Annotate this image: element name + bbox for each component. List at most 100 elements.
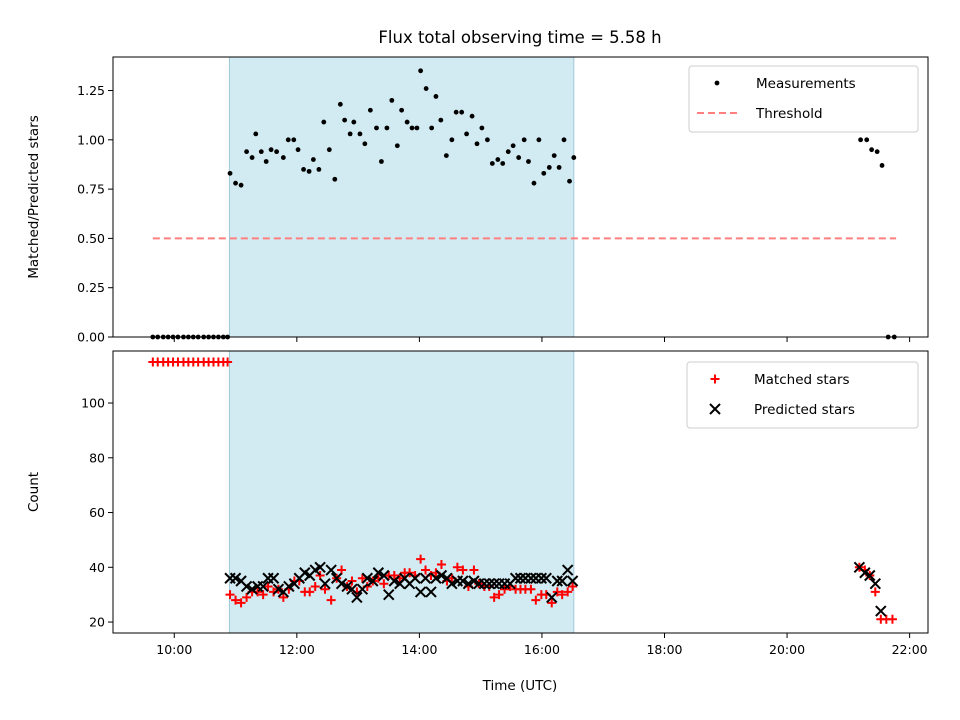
legend-matched-stars-swatch <box>710 374 720 384</box>
y-tick-label: 1.25 <box>77 83 105 98</box>
legend-predicted-stars-swatch <box>709 403 721 415</box>
matched-stars-marker <box>231 595 241 605</box>
matched-stars-marker <box>357 573 367 583</box>
predicted-stars-marker <box>546 591 558 604</box>
matched-stars-marker <box>347 576 357 586</box>
measurements-marker <box>238 182 244 188</box>
y-tick-label: 0.50 <box>77 231 105 246</box>
measurements-marker <box>505 149 511 155</box>
predicted-stars-marker <box>361 572 374 584</box>
axes-frame <box>112 56 929 338</box>
measurements-marker <box>357 131 363 137</box>
measurements-marker <box>342 117 348 123</box>
measurements-marker <box>301 166 306 172</box>
predicted-stars-marker <box>378 569 390 582</box>
matched-stars-marker <box>315 571 325 581</box>
predicted-stars-marker <box>229 572 242 584</box>
measurements-marker <box>500 161 506 166</box>
predicted-stars-marker <box>462 578 475 590</box>
predicted-stars-marker <box>346 583 358 595</box>
measurements-marker <box>438 117 444 123</box>
measurements-marker <box>227 170 233 176</box>
measurements-marker <box>541 170 547 176</box>
predicted-stars-marker <box>457 575 469 587</box>
measurements-marker <box>551 153 557 158</box>
measurements-marker <box>280 155 286 160</box>
measurements-marker <box>556 165 562 170</box>
y-tick-label: 80 <box>89 450 105 465</box>
measurements-marker <box>858 137 863 143</box>
measurements-marker <box>351 119 357 125</box>
measurements-marker <box>469 113 475 119</box>
matched-stars-marker <box>242 592 252 602</box>
measurements-marker <box>418 68 424 74</box>
predicted-stars-marker <box>246 583 258 595</box>
x-tick-label: 22:00 <box>892 642 928 657</box>
predicted-stars-marker <box>435 569 448 582</box>
measurements-marker <box>536 137 542 143</box>
x-tick-label: 16:00 <box>524 642 560 657</box>
predicted-stars-marker <box>319 578 331 590</box>
predicted-stars-marker <box>556 575 568 587</box>
measurements-marker <box>268 147 274 153</box>
measurements-marker <box>316 166 322 172</box>
measurements-marker <box>464 131 469 137</box>
measurements-marker <box>399 107 405 113</box>
matched-stars-marker <box>405 568 415 578</box>
measurements-marker <box>459 109 465 115</box>
predicted-stars-marker <box>446 578 458 590</box>
measurements-marker <box>414 125 420 131</box>
matched-stars-marker <box>263 581 273 591</box>
measurements-marker <box>332 176 338 182</box>
chart-title: Flux total observing time = 5.58 h <box>378 28 661 47</box>
measurements-marker <box>326 147 332 153</box>
x-axis-label: Time (UTC) <box>482 678 558 694</box>
matched-stars-marker <box>225 590 235 600</box>
matched-stars-marker <box>500 584 510 594</box>
predicted-stars-marker <box>540 572 552 584</box>
predicted-stars-marker <box>267 572 280 584</box>
measurements-marker <box>233 180 238 186</box>
predicted-stars-marker <box>383 588 395 601</box>
predicted-stars-marker <box>257 580 269 593</box>
measurements-marker <box>384 125 390 131</box>
matched-stars-marker <box>421 565 431 575</box>
measurements-marker <box>291 137 297 143</box>
matched-stars-marker <box>552 587 562 597</box>
predicted-stars-marker <box>314 561 326 573</box>
matched-stars-marker <box>416 554 426 564</box>
y-tick-label: 20 <box>89 615 105 630</box>
predicted-stars-marker <box>372 567 385 579</box>
predicted-stars-marker <box>325 564 337 576</box>
predicted-stars-marker <box>525 572 537 584</box>
x-tick-label: 18:00 <box>646 642 682 657</box>
measurements-marker <box>274 149 280 155</box>
measurements-marker <box>394 143 400 149</box>
legend-predicted-stars-label: Predicted stars <box>754 402 855 418</box>
x-tick-label: 10:00 <box>156 642 192 657</box>
matched-stars-marker <box>531 595 541 605</box>
measurements-marker <box>510 143 516 149</box>
observing-window-span <box>228 56 575 338</box>
predicted-stars-marker <box>566 575 579 587</box>
matched-stars-marker <box>223 357 233 367</box>
measurements-marker <box>249 155 255 160</box>
measurements-marker <box>489 161 495 166</box>
predicted-stars-marker <box>425 586 437 598</box>
y-tick-label: 1.00 <box>77 132 105 147</box>
y-tick-label: 0.00 <box>77 330 105 345</box>
measurements-marker <box>561 137 567 143</box>
measurements-marker <box>374 125 379 131</box>
y-tick-label: 40 <box>89 560 105 575</box>
measurements-marker <box>423 86 429 91</box>
predicted-stars-marker <box>351 591 363 604</box>
matched-stars-marker <box>568 581 578 591</box>
measurements-marker <box>409 125 415 131</box>
axes-frame <box>112 350 929 634</box>
predicted-stars-marker <box>869 578 882 590</box>
measurements-marker <box>362 141 368 147</box>
matched-stars-marker <box>870 587 880 597</box>
predicted-stars-marker <box>509 572 522 584</box>
measurements-marker <box>378 159 384 164</box>
predicted-stars-marker <box>356 583 369 595</box>
